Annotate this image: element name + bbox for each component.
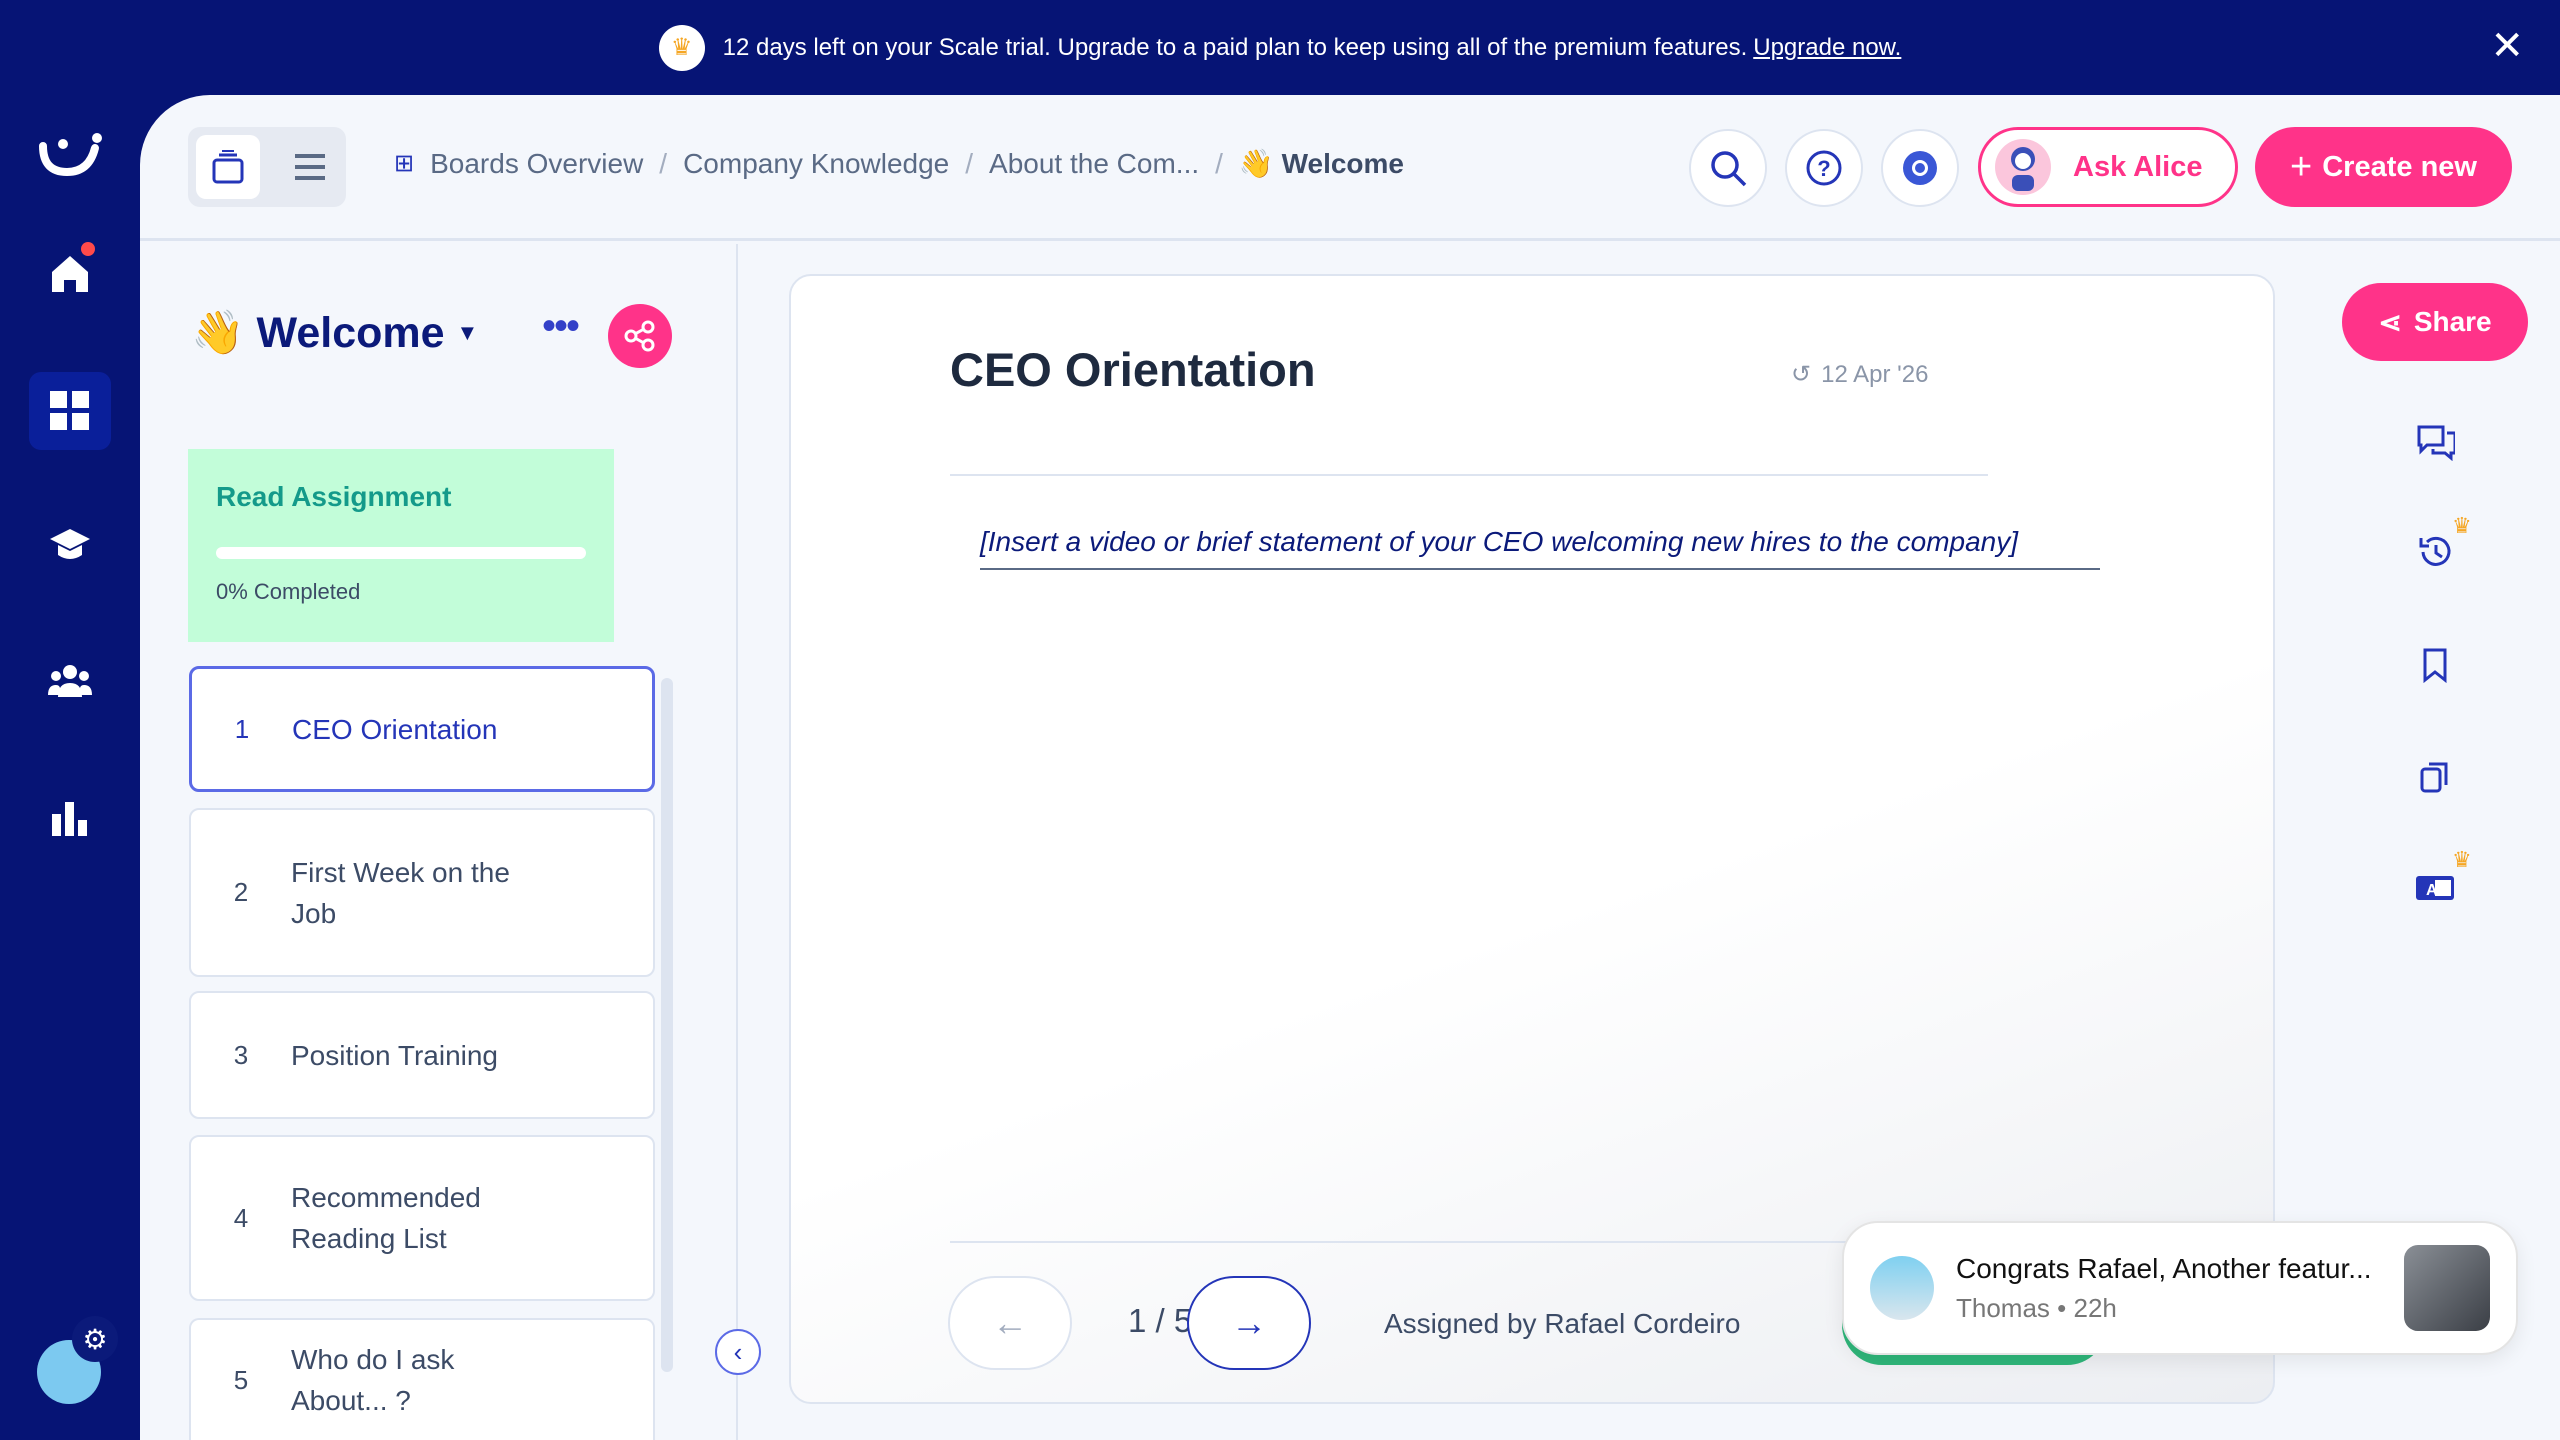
wave-icon: 👋 xyxy=(1238,148,1274,179)
boards-icon[interactable] xyxy=(29,372,111,450)
toast-image xyxy=(2404,1245,2490,1331)
crown-icon: ♛ xyxy=(658,24,705,71)
help-icon: ? xyxy=(1806,150,1842,186)
share-icon: ⋖ xyxy=(2378,306,2402,338)
upgrade-link[interactable]: Upgrade now. xyxy=(1753,33,1902,61)
history-icon: ↺ xyxy=(1791,361,1812,388)
list-item[interactable]: 1 CEO Orientation xyxy=(189,666,655,792)
logo-icon[interactable] xyxy=(29,116,111,194)
chrome-icon xyxy=(1903,151,1937,185)
translate-icon[interactable]: A xyxy=(2415,868,2455,908)
board-title[interactable]: 👋 Welcome ▼ xyxy=(191,308,479,358)
assignment-title: Read Assignment xyxy=(216,481,452,512)
thomas-avatar xyxy=(1870,1256,1934,1320)
toast-meta: Thomas • 22h xyxy=(1956,1292,2117,1323)
trial-banner: ♛ 12 days left on your Scale trial. Upgr… xyxy=(0,0,2560,95)
home-icon[interactable] xyxy=(29,234,111,312)
toast-message: Congrats Rafael, Another featur... xyxy=(1956,1252,2372,1284)
alice-avatar xyxy=(1995,139,2051,195)
board-sidebar: 👋 Welcome ▼ ••• Read Assignment 0% Complet… xyxy=(140,244,761,1440)
share-icon xyxy=(624,320,655,352)
comments-icon[interactable] xyxy=(2415,421,2455,461)
breadcrumb: ⊞ Boards Overview / Company Knowledge / Ab… xyxy=(394,147,1404,180)
settings-gear-icon[interactable]: ⚙ xyxy=(72,1316,118,1362)
premium-crown-icon: ♛ xyxy=(2452,513,2472,538)
breadcrumb-about-company[interactable]: About the Com... xyxy=(989,147,1200,179)
breadcrumb-boards-overview[interactable]: Boards Overview xyxy=(430,147,644,179)
more-options-icon[interactable]: ••• xyxy=(542,304,580,348)
list-item[interactable]: 4 Recommended Reading List xyxy=(189,1135,655,1301)
svg-text:?: ? xyxy=(1817,156,1830,181)
premium-crown-icon: ♛ xyxy=(2452,847,2472,872)
progress-bar xyxy=(216,547,586,559)
previous-button[interactable]: ← xyxy=(948,1276,1072,1370)
divider xyxy=(950,1241,2277,1243)
chrome-extension-button[interactable] xyxy=(1881,129,1959,207)
banner-message: 12 days left on your Scale trial. Upgrad… xyxy=(722,33,1748,61)
graduation-cap-icon[interactable] xyxy=(29,506,111,584)
divider xyxy=(950,474,1988,476)
history-icon[interactable] xyxy=(2415,532,2455,572)
view-toggle xyxy=(188,127,346,207)
last-updated: ↺ 12 Apr '26 xyxy=(1791,360,1929,389)
card-view-icon[interactable] xyxy=(196,135,260,199)
progress-label: 0% Completed xyxy=(216,579,361,604)
analytics-icon[interactable] xyxy=(29,779,111,857)
ask-alice-button[interactable]: Ask Alice xyxy=(1978,127,2238,207)
assigned-by: Assigned by Rafael Cordeiro xyxy=(1384,1308,1741,1339)
wave-icon: 👋 xyxy=(191,309,245,357)
plus-icon: + xyxy=(2290,145,2313,188)
list-item[interactable]: 5 Who do I ask About... ? xyxy=(189,1318,655,1440)
create-new-button[interactable]: + Create new xyxy=(2255,127,2512,207)
arrow-right-icon: → xyxy=(1231,1302,1267,1343)
arrow-left-icon: ← xyxy=(992,1302,1028,1343)
list-view-icon[interactable] xyxy=(278,135,342,199)
main-panel: ⊞ Boards Overview / Company Knowledge / Ab… xyxy=(140,95,2560,1440)
collapse-sidebar-button[interactable]: ‹ xyxy=(715,1329,761,1375)
share-button[interactable]: ⋖ Share xyxy=(2342,283,2528,361)
chevron-left-icon: ‹ xyxy=(733,1336,743,1367)
users-icon[interactable] xyxy=(29,642,111,720)
content-card: CEO Orientation ↺ 12 Apr '26 [Insert a vi… xyxy=(789,274,2277,1404)
scrollbar[interactable] xyxy=(661,678,673,1372)
share-board-button[interactable] xyxy=(608,304,672,368)
card-title: CEO Orientation xyxy=(950,343,1316,396)
read-assignment-card: Read Assignment 0% Completed xyxy=(188,449,614,642)
boards-grid-icon: ⊞ xyxy=(394,150,415,177)
bookmark-icon[interactable] xyxy=(2415,645,2455,685)
notification-dot xyxy=(81,242,95,256)
next-button[interactable]: → xyxy=(1187,1276,1311,1370)
breadcrumb-company-knowledge[interactable]: Company Knowledge xyxy=(683,147,950,179)
copy-icon[interactable] xyxy=(2415,757,2455,797)
page-indicator: 1 / 5 xyxy=(1128,1302,1193,1339)
search-button[interactable] xyxy=(1689,129,1767,207)
card-body[interactable]: [Insert a video or brief statement of yo… xyxy=(980,526,2100,570)
top-header: ⊞ Boards Overview / Company Knowledge / Ab… xyxy=(140,95,2560,241)
list-item[interactable]: 3 Position Training xyxy=(189,991,655,1119)
close-icon[interactable]: ✕ xyxy=(2490,24,2524,68)
notification-toast[interactable]: Congrats Rafael, Another featur... Thoma… xyxy=(1842,1221,2518,1355)
help-button[interactable]: ? xyxy=(1785,129,1863,207)
caret-down-icon: ▼ xyxy=(456,320,479,345)
list-item[interactable]: 2 First Week on the Job xyxy=(189,808,655,977)
breadcrumb-current: 👋 Welcome xyxy=(1238,148,1404,179)
search-icon xyxy=(1711,151,1747,187)
